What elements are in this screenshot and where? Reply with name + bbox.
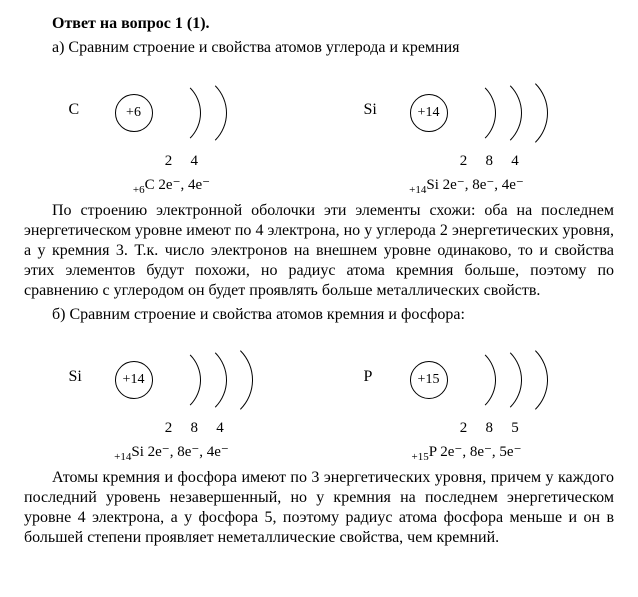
part-b-text: Атомы кремния и фосфора имеют по 3 энерг… xyxy=(24,468,614,548)
shell-numbers: 2 8 4 xyxy=(157,419,287,438)
atom-carbon: C +6 2 4 xyxy=(57,72,287,152)
atom-phosphorus: P +15 2 8 5 xyxy=(352,339,582,419)
charge-subscript: +6 xyxy=(133,184,145,196)
atom-silicon-b: Si +14 2 8 4 xyxy=(57,339,287,419)
part-a-intro: а) Сравним строение и свойства атомов уг… xyxy=(24,38,614,58)
shell-count: 2 xyxy=(452,419,476,438)
shell-count: 5 xyxy=(503,419,527,438)
config-symbol: Si xyxy=(426,177,439,193)
config-electrons: 2e⁻, 4e⁻ xyxy=(155,177,210,193)
charge-subscript: +15 xyxy=(412,451,429,463)
part-b-intro: б) Сравним строение и свойства атомов кр… xyxy=(24,305,614,325)
element-symbol: Si xyxy=(364,100,377,120)
shell-count: 4 xyxy=(503,152,527,171)
config-electrons: 2e⁻, 8e⁻, 4e⁻ xyxy=(144,444,229,460)
charge-subscript: +14 xyxy=(114,451,131,463)
shells-silicon-a xyxy=(452,72,572,152)
diagram-row-a: C +6 2 4 +6C 2e⁻, 4e⁻ Si +14 xyxy=(24,72,614,195)
shell-numbers: 2 8 5 xyxy=(452,419,582,438)
electron-config: +14Si 2e⁻, 8e⁻, 4e⁻ xyxy=(409,176,524,195)
shells-silicon-b xyxy=(157,339,277,419)
shell-count: 2 xyxy=(157,419,181,438)
shell-count: 2 xyxy=(157,152,181,171)
title: Ответ на вопрос 1 (1). xyxy=(52,15,210,32)
diagram-silicon-b: Si +14 2 8 4 +14Si 2e⁻, 8e⁻, 4e⁻ xyxy=(42,339,302,462)
config-electrons: 2e⁻, 8e⁻, 5e⁻ xyxy=(437,444,522,460)
part-a-text: По строению электронной оболочки эти эле… xyxy=(24,201,614,301)
config-symbol: C xyxy=(145,177,155,193)
diagram-carbon: C +6 2 4 +6C 2e⁻, 4e⁻ xyxy=(42,72,302,195)
shell-count: 2 xyxy=(452,152,476,171)
shell-count: 4 xyxy=(208,419,232,438)
electron-config: +6C 2e⁻, 4e⁻ xyxy=(133,176,210,195)
charge-subscript: +14 xyxy=(409,184,426,196)
shell-numbers: 2 8 4 xyxy=(452,152,582,171)
element-symbol: C xyxy=(69,100,80,120)
element-symbol: P xyxy=(364,367,373,387)
electron-config: +15P 2e⁻, 8e⁻, 5e⁻ xyxy=(412,443,522,462)
electron-config: +14Si 2e⁻, 8e⁻, 4e⁻ xyxy=(114,443,229,462)
config-symbol: P xyxy=(429,444,437,460)
config-electrons: 2e⁻, 8e⁻, 4e⁻ xyxy=(439,177,524,193)
diagram-phosphorus: P +15 2 8 5 +15P 2e⁻, 8e⁻, 5e⁻ xyxy=(337,339,597,462)
shell-count: 8 xyxy=(182,419,206,438)
shells-carbon xyxy=(157,72,277,152)
shell-count: 8 xyxy=(477,419,501,438)
document-page: Ответ на вопрос 1 (1). а) Сравним строен… xyxy=(0,0,638,572)
shell-count: 8 xyxy=(477,152,501,171)
shells-phosphorus xyxy=(452,339,572,419)
shell-count: 4 xyxy=(182,152,206,171)
diagram-row-b: Si +14 2 8 4 +14Si 2e⁻, 8e⁻, 4e⁻ P xyxy=(24,339,614,462)
config-symbol: Si xyxy=(131,444,144,460)
shell-numbers: 2 4 xyxy=(157,152,287,171)
atom-silicon-a: Si +14 2 8 4 xyxy=(352,72,582,152)
title-line: Ответ на вопрос 1 (1). xyxy=(24,14,614,34)
shell-arc-icon xyxy=(149,74,227,152)
shell-arc-icon xyxy=(464,338,548,422)
shell-arc-icon xyxy=(169,338,253,422)
shell-arc-icon xyxy=(464,71,548,155)
element-symbol: Si xyxy=(69,367,82,387)
diagram-silicon-a: Si +14 2 8 4 +14Si 2e⁻, 8e⁻, 4e⁻ xyxy=(337,72,597,195)
